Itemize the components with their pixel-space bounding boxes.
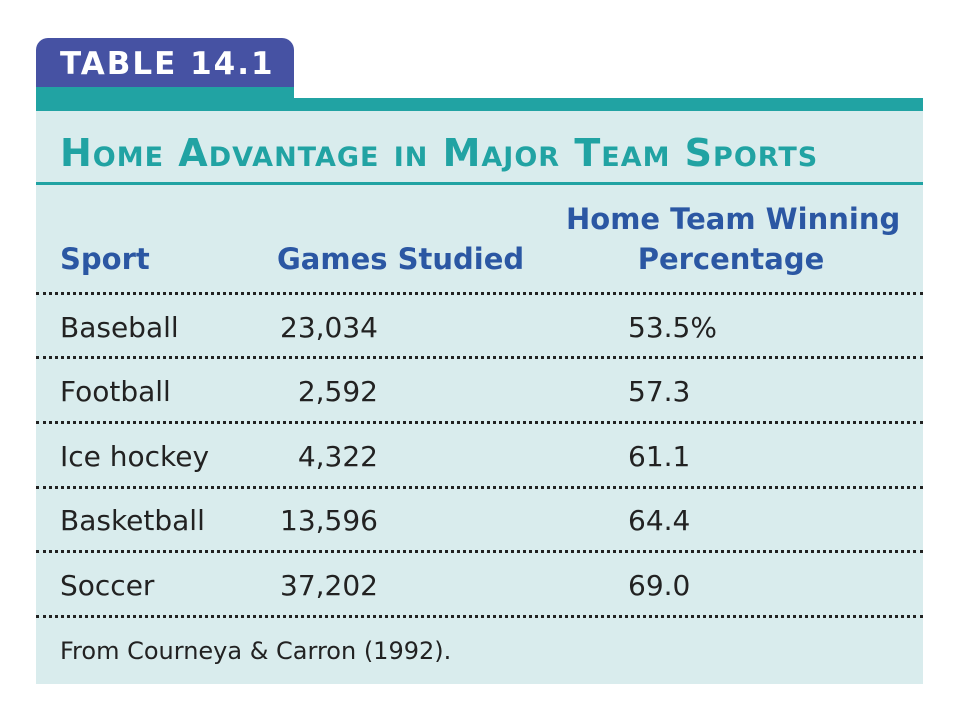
column-header-games-studied: Games Studied — [277, 242, 525, 276]
cell-winning-percentage: 61.1 — [628, 440, 691, 473]
cell-sport: Basketball — [60, 504, 205, 537]
table-panel — [36, 111, 923, 684]
cell-games-studied: 23,034 — [280, 311, 378, 344]
cell-games-studied: 4,322 — [297, 440, 378, 473]
row-divider — [36, 486, 923, 489]
cell-winning-percentage: 64.4 — [628, 504, 691, 537]
cell-sport: Ice hockey — [60, 440, 210, 473]
top-accent-rule — [36, 98, 923, 111]
cell-winning-percentage: 57.3 — [628, 375, 691, 408]
tab-accent-bar — [36, 87, 294, 100]
column-header-winning-percentage-line1: Home Team Winning — [566, 202, 901, 236]
cell-games-studied: 2,592 — [297, 375, 378, 408]
cell-sport: Soccer — [60, 569, 155, 602]
cell-sport: Football — [60, 375, 171, 408]
cell-winning-percentage: 53.5% — [628, 311, 717, 344]
cell-winning-percentage: 69.0 — [628, 569, 691, 602]
title-divider — [36, 182, 923, 185]
source-note: From Courneya & Carron (1992). — [60, 637, 452, 665]
cell-games-studied: 37,202 — [280, 569, 378, 602]
column-header-winning-percentage-line2: Percentage — [637, 242, 825, 276]
header-divider — [36, 292, 923, 295]
table-label-tab: TABLE 14.1 — [36, 38, 294, 94]
cell-sport: Baseball — [60, 311, 179, 344]
table-label: TABLE 14.1 — [60, 46, 275, 82]
row-divider — [36, 550, 923, 553]
table-title: Home Advantage in Major Team Sports — [60, 131, 819, 175]
row-divider — [36, 421, 923, 424]
row-divider — [36, 356, 923, 359]
column-header-winning-percentage: Home Team Winning Percentage — [566, 199, 901, 279]
cell-games-studied: 13,596 — [280, 504, 378, 537]
column-header-sport: Sport — [60, 242, 150, 276]
row-divider — [36, 615, 923, 618]
